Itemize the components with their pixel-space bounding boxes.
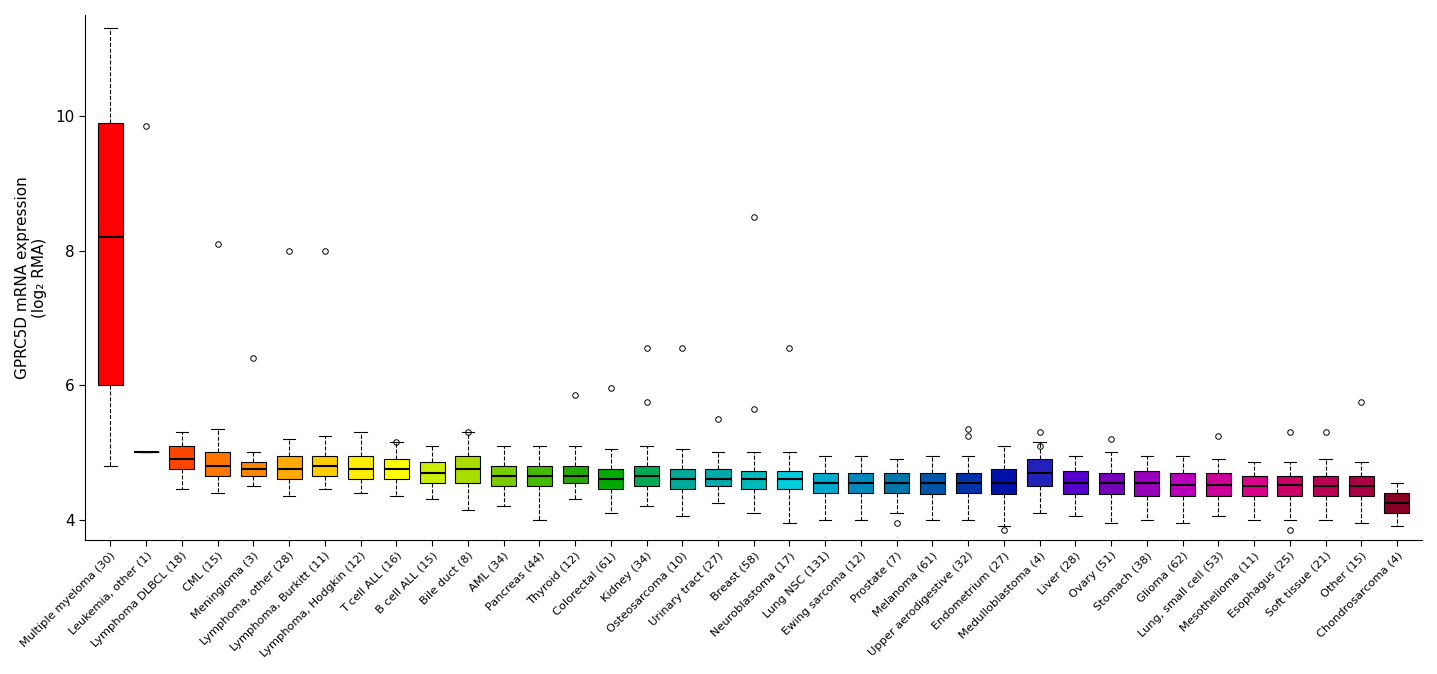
PathPatch shape (992, 469, 1016, 494)
PathPatch shape (956, 472, 980, 493)
PathPatch shape (170, 446, 194, 469)
PathPatch shape (598, 469, 624, 489)
PathPatch shape (884, 472, 910, 493)
PathPatch shape (527, 466, 552, 486)
PathPatch shape (1384, 493, 1410, 513)
PathPatch shape (634, 466, 660, 486)
PathPatch shape (1170, 472, 1196, 496)
PathPatch shape (205, 452, 230, 476)
Y-axis label: GPRC5D mRNA expression
(log₂ RMA): GPRC5D mRNA expression (log₂ RMA) (14, 176, 47, 379)
PathPatch shape (670, 469, 694, 489)
PathPatch shape (491, 466, 516, 486)
PathPatch shape (813, 472, 838, 493)
PathPatch shape (1349, 476, 1374, 496)
PathPatch shape (1242, 476, 1266, 496)
PathPatch shape (241, 462, 266, 476)
PathPatch shape (777, 471, 802, 489)
PathPatch shape (277, 456, 302, 479)
PathPatch shape (1206, 472, 1232, 496)
PathPatch shape (420, 462, 444, 483)
PathPatch shape (1027, 459, 1052, 486)
PathPatch shape (348, 456, 374, 479)
PathPatch shape (1277, 476, 1302, 496)
PathPatch shape (1098, 472, 1124, 494)
PathPatch shape (312, 456, 338, 476)
PathPatch shape (706, 469, 730, 486)
PathPatch shape (98, 123, 124, 385)
PathPatch shape (1313, 476, 1338, 496)
PathPatch shape (920, 472, 946, 494)
PathPatch shape (1063, 471, 1088, 494)
PathPatch shape (456, 456, 480, 483)
PathPatch shape (848, 472, 874, 493)
PathPatch shape (741, 471, 766, 489)
PathPatch shape (1134, 471, 1160, 496)
PathPatch shape (384, 459, 410, 479)
PathPatch shape (562, 466, 588, 483)
